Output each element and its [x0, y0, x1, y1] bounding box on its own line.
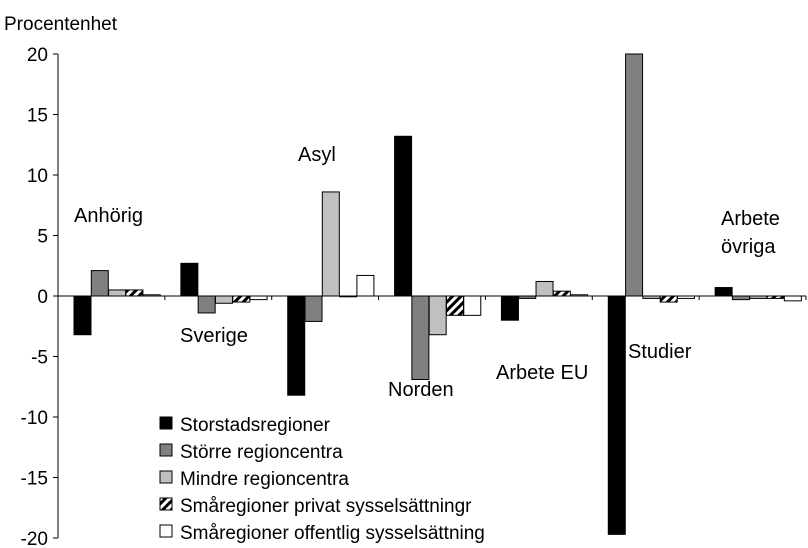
bar [304, 295, 323, 322]
axes [57, 54, 807, 538]
bar [214, 295, 233, 304]
legend-label: Större regioncentra [180, 442, 343, 463]
legend-label: Småregioner offentlig sysselsättning [180, 523, 485, 544]
category-labels: Anhörig Sverige Asyl Norden Arbete EU Studier… [74, 144, 780, 401]
bar [287, 295, 306, 396]
category-label: Asyl [298, 144, 336, 166]
bar [90, 270, 109, 297]
category-label-line: övriga [721, 236, 776, 258]
category-label-line: Studier [628, 341, 692, 363]
y-tick-label: -10 [21, 408, 48, 429]
bar [108, 289, 127, 297]
bar [552, 290, 571, 297]
legend-swatch [159, 416, 173, 430]
y-tick-label: -5 [31, 348, 48, 369]
y-axis-ticks: 20 15 10 5 0 -5 -10 -15 -20 [21, 45, 58, 548]
category-label-line: Arbete [721, 208, 780, 230]
category-label: Arbete EU [496, 362, 588, 384]
bars [73, 53, 802, 535]
category-label: Arbete övriga [721, 208, 780, 258]
legend-swatch [159, 497, 173, 511]
bar [731, 295, 750, 301]
category-label: Studier [628, 341, 692, 363]
bar [783, 295, 802, 302]
bar [714, 287, 733, 297]
category-label: Sverige [180, 325, 248, 347]
legend-label: Storstadsregioner [180, 415, 331, 436]
legend-label: Småregioner privat sysselsättningr [180, 496, 472, 517]
y-tick-label: 20 [27, 45, 48, 66]
bar [445, 295, 464, 316]
bar [73, 295, 92, 336]
bar [197, 295, 216, 314]
category-label-line: Asyl [298, 144, 336, 166]
bar [249, 295, 268, 301]
bar [411, 295, 430, 380]
y-tick-label: -20 [21, 529, 48, 548]
bar [232, 295, 251, 303]
bar [428, 295, 447, 336]
category-label-line: Arbete EU [496, 362, 588, 384]
y-tick-label: 10 [27, 166, 48, 187]
y-tick-label: 0 [37, 287, 48, 308]
legend: Storstadsregioner Större regioncentra Mind… [148, 404, 570, 548]
y-axis-label: Procentenhet [4, 14, 118, 35]
legend-swatch [159, 470, 173, 484]
bar [535, 280, 554, 297]
legend-swatch [159, 443, 173, 457]
bar [394, 135, 413, 297]
legend-swatch [159, 524, 173, 538]
category-label: Norden [388, 379, 454, 401]
legend-background [148, 404, 570, 548]
bar [125, 289, 144, 297]
bar [625, 53, 644, 297]
y-tick-label: 15 [27, 106, 48, 127]
y-tick-label: 5 [37, 227, 48, 248]
bar [659, 295, 678, 303]
category-label-line: Sverige [180, 325, 248, 347]
bar [180, 262, 199, 297]
bar [321, 191, 340, 297]
category-label: Anhörig [74, 205, 143, 227]
bar [607, 295, 626, 535]
bar [463, 295, 482, 316]
bar [356, 274, 375, 297]
y-tick-label: -15 [21, 469, 48, 490]
category-label-line: Anhörig [74, 205, 143, 227]
bar [500, 295, 519, 321]
category-label-line: Norden [388, 379, 454, 401]
legend-label: Mindre regioncentra [180, 469, 349, 490]
